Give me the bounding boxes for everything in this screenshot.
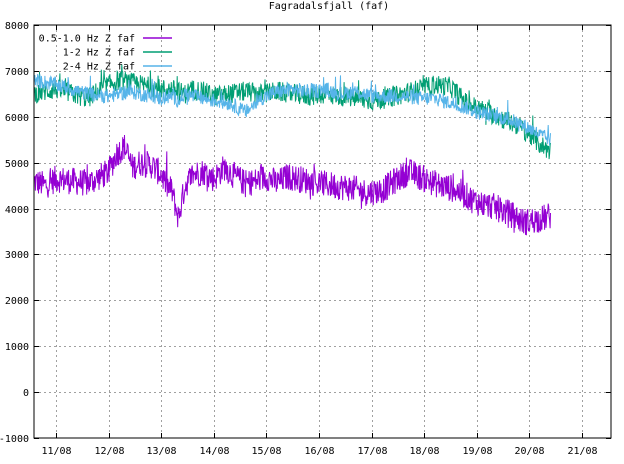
- grid-lines: [34, 25, 611, 438]
- legend: 0.5-1.0 Hz Z faf 1-2 Hz Z faf 2-4 Hz Z faf: [39, 34, 172, 73]
- legend-label: 1-2 Hz Z faf: [63, 48, 135, 59]
- x-tick-label: 11/08: [41, 446, 71, 457]
- x-tick-label: 12/08: [94, 446, 124, 457]
- series-line-1: [33, 134, 551, 236]
- y-tick-label: 0: [23, 388, 29, 399]
- y-tick-label: 5000: [5, 159, 29, 170]
- chart-title: Fagradalsfjall (faf): [269, 1, 389, 12]
- x-tick-label: 21/08: [567, 446, 597, 457]
- plot-frame: [33, 24, 612, 439]
- y-tick-label: 4000: [5, 205, 29, 216]
- x-tick-label: 16/08: [304, 446, 334, 457]
- series-line-3: [33, 74, 551, 146]
- x-tick-label: 15/08: [251, 446, 281, 457]
- x-tick-label: 20/08: [514, 446, 544, 457]
- y-tick-label: 3000: [5, 250, 29, 261]
- y-tick-label: 2000: [5, 296, 29, 307]
- legend-label: 0.5-1.0 Hz Z faf: [39, 34, 135, 45]
- y-tick-label: -1000: [0, 434, 29, 445]
- x-tick-label: 18/08: [409, 446, 439, 457]
- legend-label: 2-4 Hz Z faf: [63, 62, 135, 73]
- y-tick-label: 1000: [5, 342, 29, 353]
- axis-ticks: -1000 0 1000 2000 3000 4000 5000 6000 7000 8000 11…: [0, 21, 611, 457]
- x-tick-label: 14/08: [199, 446, 229, 457]
- x-tick-label: 19/08: [462, 446, 492, 457]
- x-tick-label: 17/08: [357, 446, 387, 457]
- y-tick-label: 7000: [5, 67, 29, 78]
- x-tick-label: 13/08: [146, 446, 176, 457]
- y-tick-label: 8000: [5, 21, 29, 32]
- y-tick-label: 6000: [5, 113, 29, 124]
- series-group: [33, 64, 551, 236]
